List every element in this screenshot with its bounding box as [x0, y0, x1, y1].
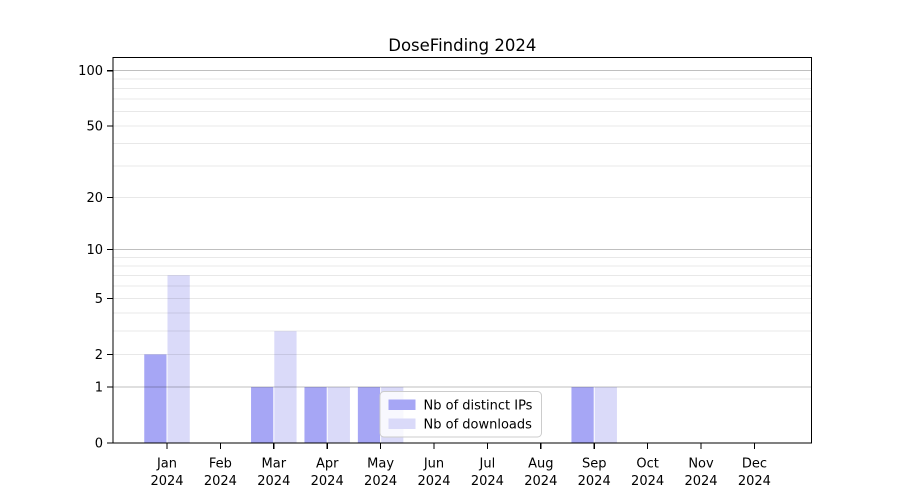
x-tick-year-label-jul: 2024 — [471, 474, 504, 489]
bar-ips-jan — [144, 354, 167, 443]
y-tick-label-2: 2 — [95, 348, 103, 363]
x-tick-label-aug: Aug — [528, 457, 553, 472]
legend-swatch-ips — [388, 399, 416, 410]
x-tick-year-label-jan: 2024 — [150, 474, 183, 489]
bar-ips-sep — [571, 387, 594, 443]
y-tick-label-5: 5 — [95, 292, 103, 307]
bar-downloads-apr — [327, 387, 350, 443]
y-tick-label-20: 20 — [86, 191, 103, 206]
x-tick-label-jul: Jul — [479, 457, 496, 472]
x-tick-year-label-dec: 2024 — [738, 474, 771, 489]
y-tick-label-0: 0 — [95, 437, 103, 452]
x-tick-year-label-aug: 2024 — [524, 474, 557, 489]
legend-label-downloads: Nb of downloads — [424, 418, 533, 433]
legend: Nb of distinct IPs Nb of downloads — [379, 391, 542, 438]
legend-swatch-downloads — [388, 418, 416, 429]
x-tick-label-jun: Jun — [423, 457, 444, 472]
x-tick-label-sep: Sep — [582, 457, 607, 472]
y-tick-label-1: 1 — [95, 381, 103, 396]
x-tick-label-may: May — [367, 457, 394, 472]
chart-title: DoseFinding 2024 — [388, 36, 536, 55]
bar-downloads-sep — [594, 387, 617, 443]
x-tick-label-jan: Jan — [156, 457, 177, 472]
x-tick-year-label-jun: 2024 — [417, 474, 450, 489]
legend-box — [379, 391, 542, 438]
x-tick-year-label-sep: 2024 — [578, 474, 611, 489]
legend-label-ips: Nb of distinct IPs — [424, 399, 533, 414]
y-tick-label-50: 50 — [86, 119, 103, 134]
x-tick-label-mar: Mar — [262, 457, 287, 472]
bar-downloads-mar — [274, 331, 297, 443]
bar-ips-may — [357, 387, 381, 443]
bar-ips-apr — [304, 387, 327, 443]
x-tick-label-nov: Nov — [688, 457, 714, 472]
x-tick-label-apr: Apr — [316, 457, 339, 472]
x-tick-year-label-oct: 2024 — [631, 474, 664, 489]
x-tick-year-label-feb: 2024 — [204, 474, 237, 489]
x-tick-year-label-nov: 2024 — [684, 474, 717, 489]
x-tick-label-feb: Feb — [209, 457, 232, 472]
x-tick-year-label-apr: 2024 — [311, 474, 344, 489]
x-tick-year-label-may: 2024 — [364, 474, 397, 489]
y-tick-label-10: 10 — [86, 243, 103, 258]
bar-downloads-jan — [167, 275, 190, 443]
y-tick-label-100: 100 — [78, 64, 103, 79]
x-tick-year-label-mar: 2024 — [257, 474, 290, 489]
x-tick-label-dec: Dec — [742, 457, 767, 472]
x-tick-label-oct: Oct — [636, 457, 658, 472]
plot-border — [112, 56, 813, 444]
bar-ips-mar — [251, 387, 274, 443]
